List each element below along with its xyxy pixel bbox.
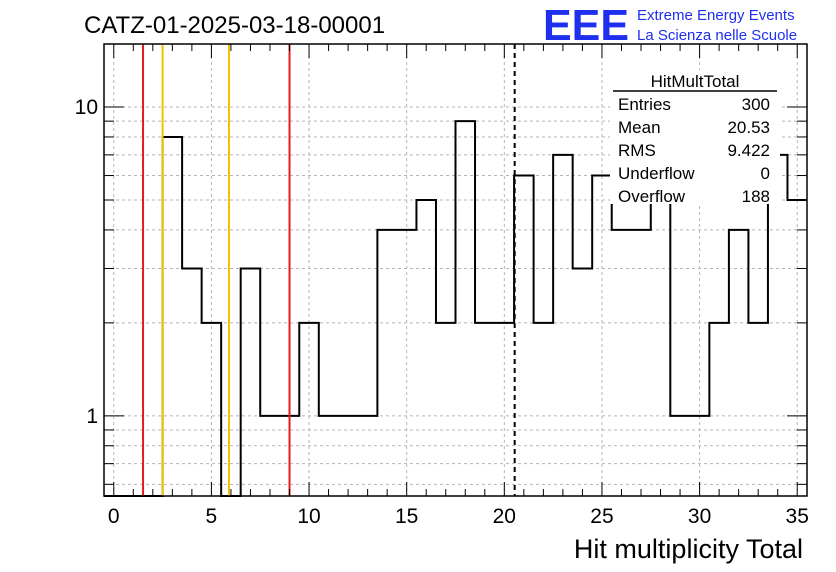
y-tick-label: 1	[86, 405, 98, 428]
x-tick-label: 30	[688, 505, 711, 528]
marker-lines	[142, 44, 516, 496]
stats-box-background	[610, 70, 780, 204]
x-tick-label: 25	[590, 505, 613, 528]
histogram-bin	[436, 323, 456, 496]
histogram-bin	[475, 323, 495, 496]
plot-frame	[103, 43, 808, 497]
histogram-bin	[729, 230, 749, 496]
histogram-bin	[612, 230, 632, 496]
histogram-bin	[456, 121, 476, 496]
stats-value-entries: 300	[742, 95, 770, 114]
histogram-bin	[182, 268, 202, 496]
stats-value-overflow: 188	[742, 187, 770, 206]
stats-value-rms: 9.422	[727, 141, 770, 160]
x-tick-label: 0	[108, 505, 120, 528]
x-tick-label: 5	[206, 505, 218, 528]
histogram-bin	[163, 137, 183, 496]
stats-value-mean: 20.53	[727, 118, 770, 137]
stats-box: HitMultTotal Entries 300 Mean 20.53 RMS …	[610, 70, 780, 206]
logo-line-2: La Scienza nelle Scuole	[637, 27, 797, 44]
tick-labels: 0 5 10 15 20 25 30 35 1 10	[75, 96, 809, 528]
histogram-bin	[416, 200, 436, 496]
stats-label-rms: RMS	[618, 141, 656, 160]
histogram-bin	[631, 230, 651, 496]
logo-line-1: Extreme Energy Events	[637, 7, 795, 24]
stats-label-underflow: Underflow	[618, 164, 695, 183]
x-tick-label: 20	[493, 505, 516, 528]
x-tick-label: 10	[297, 505, 320, 528]
histogram-bin	[377, 230, 397, 496]
axes	[103, 43, 808, 497]
histogram-bin	[338, 416, 358, 496]
run-title: CATZ-01-2025-03-18-00001	[84, 12, 385, 39]
x-axis-title: Hit multiplicity Total	[574, 534, 803, 564]
histogram-bin	[553, 155, 573, 496]
histogram-bin	[260, 416, 280, 496]
stats-title: HitMultTotal	[651, 72, 740, 91]
histogram-bin	[748, 323, 768, 496]
stats-label-entries: Entries	[618, 95, 671, 114]
histogram-bin	[768, 155, 788, 496]
histogram-bin	[534, 323, 554, 496]
histogram-bin	[241, 268, 261, 496]
x-tick-label: 15	[395, 505, 418, 528]
histogram-bin	[573, 268, 593, 496]
histogram-bin	[651, 155, 671, 496]
y-tick-label: 10	[75, 96, 98, 119]
x-tick-label: 35	[786, 505, 809, 528]
histogram-bin	[514, 176, 534, 496]
eee-logo-mark: EEE	[543, 1, 629, 50]
stats-label-overflow: Overflow	[618, 187, 686, 206]
histogram-bin	[709, 323, 729, 496]
stats-value-underflow: 0	[761, 164, 770, 183]
eee-logo: EEE Extreme Energy Events La Scienza nel…	[543, 1, 797, 50]
stats-label-mean: Mean	[618, 118, 661, 137]
